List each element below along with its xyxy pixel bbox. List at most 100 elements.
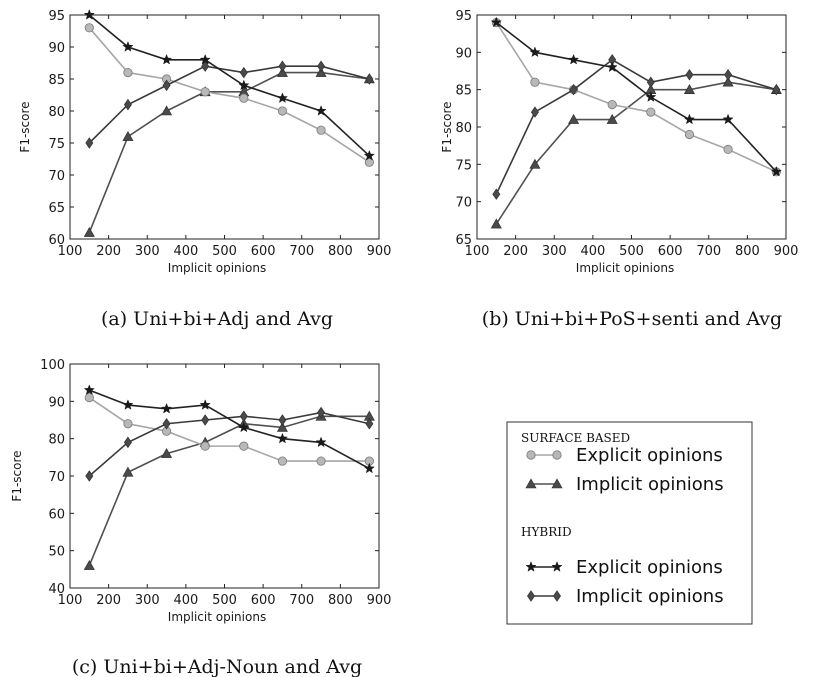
legend-marker-surface-implicit	[551, 478, 563, 489]
legend-marker-surface-explicit	[552, 450, 562, 460]
chart-a-ytick-label: 85	[48, 73, 65, 88]
chart-b-xtick-label: 100	[465, 244, 490, 259]
chart-a-point-hybrid-implicit	[162, 79, 171, 92]
chart-a-series-surface-implicit-line	[88, 71, 370, 233]
chart-c-ylabel: F1-score	[10, 450, 24, 501]
chart-c-xtick-label: 600	[251, 593, 276, 608]
chart-a-ticks: 100 200 300 400 500 600 700 800 900 60 65 70 75 80 85 9…	[48, 9, 391, 259]
chart-c-xtick-label: 100	[58, 593, 83, 608]
chart-b-point-hybrid-explicit	[606, 61, 618, 73]
chart-b-point-surface-explicit	[530, 77, 540, 87]
chart-c-point-hybrid-implicit	[317, 406, 326, 419]
chart-b-point-surface-implicit	[529, 158, 541, 169]
chart-c-xtick-label: 400	[173, 593, 198, 608]
chart-c-frame	[69, 363, 380, 589]
chart-c-point-surface-explicit	[316, 456, 326, 466]
chart-c-point-surface-implicit	[161, 447, 173, 458]
chart-b-ytick-label: 75	[455, 158, 472, 173]
chart-a-xtick-label: 400	[173, 244, 198, 259]
legend-label-hybrid-implicit: Implicit opinions	[576, 586, 724, 607]
chart-b-frame	[476, 14, 787, 240]
chart-c-point-surface-implicit	[122, 466, 134, 477]
chart-a-ytick-label: 90	[48, 41, 65, 56]
chart-b-point-hybrid-implicit	[530, 106, 539, 118]
chart-c-xtick-label: 500	[212, 593, 237, 608]
chart-b-point-hybrid-explicit	[722, 113, 734, 125]
chart-b-caption: (b) Uni+bi+PoS+senti and Avg	[482, 308, 782, 330]
legend-marker-hybrid-explicit	[525, 561, 537, 572]
chart-a-point-surface-explicit	[239, 93, 249, 103]
chart-b-point-hybrid-implicit	[646, 76, 655, 88]
chart-a-point-hybrid-implicit	[239, 66, 248, 79]
legend-label-hybrid-explicit: Explicit opinions	[576, 557, 723, 578]
chart-b-series	[490, 16, 782, 229]
chart-b-ylabel: F1-score	[440, 101, 454, 152]
chart-a-point-surface-explicit	[200, 87, 210, 97]
chart-c: 100 200 300 400 500 600 700 800 900 40 50 60 70 80 90 1…	[10, 358, 391, 677]
chart-c-ytick-label: 60	[48, 507, 65, 522]
chart-b-point-hybrid-explicit	[645, 91, 657, 102]
chart-a-point-hybrid-implicit	[317, 60, 326, 72]
chart-a-xtick-label: 100	[58, 244, 83, 259]
chart-b-ytick-label: 65	[455, 233, 472, 248]
chart-a-point-hybrid-explicit	[122, 41, 134, 52]
chart-c-series-hybrid-explicit-line	[89, 389, 370, 470]
chart-b-series-surface-implicit-line	[495, 81, 777, 225]
chart-a-point-hybrid-implicit	[278, 60, 287, 72]
legend-label-surface-implicit: Implicit opinions	[576, 474, 724, 495]
chart-b-xtick-label: 200	[503, 244, 528, 259]
chart-c-point-hybrid-explicit	[276, 432, 289, 444]
chart-a-point-surface-explicit	[84, 23, 94, 33]
chart-a-xtick-label: 200	[96, 244, 121, 259]
chart-b-point-hybrid-explicit	[529, 46, 541, 58]
chart-b-ytick-label: 85	[455, 84, 472, 99]
chart-b-point-hybrid-implicit	[772, 83, 781, 96]
chart-c-point-hybrid-explicit	[238, 421, 250, 433]
chart-c-series-hybrid-implicit-line	[88, 411, 370, 477]
chart-c-xtick-label: 300	[135, 593, 160, 608]
chart-a-xtick-label: 800	[328, 244, 353, 259]
legend-surface-title: SURFACE BASED	[521, 431, 630, 445]
chart-c-point-hybrid-explicit	[122, 399, 134, 410]
chart-c-series	[83, 384, 375, 570]
chart-a-point-hybrid-implicit	[201, 60, 210, 72]
chart-c-point-hybrid-implicit	[365, 418, 374, 430]
chart-c-caption: (c) Uni+bi+Adj-Noun and Avg	[72, 656, 362, 677]
chart-a-caption: (a) Uni+bi+Adj and Avg	[101, 308, 333, 330]
chart-c-point-hybrid-explicit	[160, 402, 173, 414]
chart-a-point-hybrid-explicit	[83, 9, 95, 20]
chart-a-ylabel: F1-score	[18, 101, 32, 152]
chart-c-point-hybrid-implicit	[85, 470, 94, 482]
chart-a-xtick-label: 700	[289, 244, 314, 259]
chart-b: 100 200 300 400 500 600 700 800 900 65 70 75 80 85 90 9…	[440, 9, 798, 330]
chart-b-point-hybrid-implicit	[569, 83, 578, 96]
chart-c-point-hybrid-implicit	[162, 418, 171, 430]
chart-a-point-hybrid-implicit	[365, 73, 374, 85]
chart-a-point-surface-explicit	[277, 106, 288, 116]
chart-b-point-surface-implicit	[606, 113, 618, 124]
chart-b-point-surface-implicit	[722, 76, 734, 87]
chart-b-point-surface-explicit	[646, 107, 656, 117]
chart-b-ytick-label: 80	[455, 121, 472, 136]
chart-a-point-hybrid-explicit	[315, 105, 327, 116]
chart-a-point-hybrid-implicit	[85, 137, 94, 149]
chart-a-point-hybrid-explicit	[276, 92, 289, 103]
chart-c-point-hybrid-explicit	[315, 436, 327, 448]
chart-a-point-surface-implicit	[83, 226, 95, 237]
legend-label-surface-explicit: Explicit opinions	[576, 445, 723, 466]
chart-c-point-surface-explicit	[239, 441, 249, 451]
legend-marker-hybrid-implicit	[553, 590, 561, 602]
chart-c-point-surface-explicit	[277, 456, 288, 466]
chart-b-point-surface-implicit	[568, 113, 580, 124]
chart-b-xtick-label: 400	[580, 244, 605, 259]
chart-c-point-surface-explicit	[123, 419, 133, 429]
chart-c-xtick-label: 700	[289, 593, 314, 608]
chart-b-xtick-label: 300	[542, 244, 567, 259]
chart-a-point-surface-explicit	[316, 125, 326, 135]
chart-b-ytick-label: 90	[455, 46, 472, 61]
chart-a-ytick-label: 95	[48, 9, 65, 24]
chart-a-point-hybrid-explicit	[160, 53, 173, 65]
chart-b-xlabel: Implicit opinions	[576, 261, 674, 275]
legend-marker-surface-implicit	[525, 478, 537, 489]
